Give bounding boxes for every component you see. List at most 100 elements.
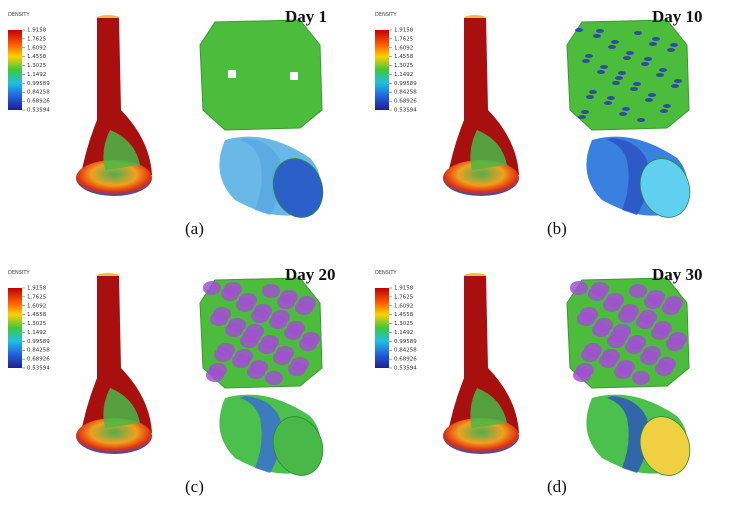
colorbar-label: 0.99589	[27, 339, 50, 345]
colorbar-label: 0.99589	[394, 339, 417, 345]
day-label: Day 1	[285, 7, 327, 26]
day-label: Day 10	[652, 7, 703, 26]
scaffold-region	[634, 31, 642, 35]
scaffold-region	[585, 54, 593, 58]
scaffold-region	[663, 104, 671, 108]
scaffold-region	[280, 290, 298, 304]
panel: DENSITY1.91581.76251.60921.45581.30251.1…	[8, 7, 331, 238]
scaffold-hole	[290, 72, 298, 80]
scaffold-region	[580, 307, 598, 321]
panel-label: (d)	[547, 477, 567, 496]
scaffold-region	[619, 112, 627, 116]
scaffold	[200, 20, 322, 130]
colorbar-label: 1.7625	[27, 294, 47, 300]
colorbar-label: 0.68926	[394, 99, 417, 105]
scaffold-region	[626, 51, 634, 55]
colorbar-label: 1.7625	[394, 36, 414, 42]
scaffold-region	[570, 281, 588, 295]
scaffold-region	[302, 332, 320, 346]
panel-label: (b)	[547, 219, 567, 238]
day-label: Day 30	[652, 265, 703, 284]
scaffold-region	[637, 118, 645, 122]
scaffold-region	[628, 335, 646, 349]
colorbar-label: 0.68926	[27, 357, 50, 363]
scaffold-region	[254, 304, 272, 318]
colorbar-label: 1.4558	[394, 54, 414, 60]
colorbar-label: 1.6092	[394, 303, 413, 309]
day-label: Day 20	[285, 265, 336, 284]
legend-title: DENSITY	[375, 12, 397, 18]
scaffold-region	[584, 343, 602, 357]
colorbar-label: 1.1492	[27, 72, 46, 78]
scaffold-region	[213, 307, 231, 321]
scaffold-region	[581, 110, 589, 114]
colorbar-label: 0.68926	[27, 99, 50, 105]
colorbar	[8, 288, 22, 368]
panel-label: (c)	[185, 477, 204, 496]
scaffold-region	[239, 293, 257, 307]
colorbar-label: 0.84258	[27, 348, 50, 354]
scaffold-region	[262, 284, 280, 298]
scaffold-region	[623, 56, 631, 60]
colorbar-label: 1.9158	[27, 28, 47, 34]
scaffold-region	[595, 318, 613, 332]
scaffold-region	[217, 343, 235, 357]
scaffold-region	[600, 65, 608, 69]
scaffold-region	[265, 371, 283, 385]
colorbar-label: 0.53594	[394, 108, 417, 114]
scaffold-region	[665, 296, 683, 310]
colorbar-label: 0.53594	[27, 108, 50, 114]
scaffold-region	[576, 363, 594, 377]
scaffold-region	[639, 310, 657, 324]
scaffold-region	[644, 57, 652, 61]
scaffold-region	[591, 282, 609, 296]
scaffold-region	[261, 335, 279, 349]
scaffold-region	[645, 98, 653, 102]
legend-title: DENSITY	[8, 12, 30, 18]
scaffold-region	[597, 70, 605, 74]
figure: DENSITY 1.9158 1.7625 1.6092 1.4558 1.3025 1.1…	[0, 0, 735, 510]
colorbar-label: 0.53594	[394, 366, 417, 372]
colorbar-label: 0.53594	[27, 366, 50, 372]
colorbar-label: 1.4558	[27, 312, 47, 318]
scaffold-region	[667, 48, 675, 52]
colorbar	[375, 30, 389, 110]
scaffold-region	[203, 281, 221, 295]
scaffold-region	[607, 96, 615, 100]
legend-title: DENSITY	[8, 270, 30, 276]
panel-label: (a)	[185, 219, 204, 238]
scaffold-region	[670, 43, 678, 47]
scaffold-region	[659, 68, 667, 72]
scaffold-region	[606, 293, 624, 307]
panel: DENSITY1.91581.76251.60921.45581.30251.1…	[8, 265, 336, 496]
scaffold-region	[649, 42, 657, 46]
scaffold-region	[615, 76, 623, 80]
scaffold-region	[272, 310, 290, 324]
colorbar-label: 1.3025	[394, 321, 414, 327]
colorbar-label: 1.1492	[394, 72, 413, 78]
colorbar-label: 1.7625	[27, 36, 47, 42]
scaffold-region	[228, 318, 246, 332]
scaffold-region	[658, 357, 676, 371]
scaffold-region	[630, 87, 638, 91]
colorbar-label: 1.1492	[394, 330, 413, 336]
scaffold-region	[586, 95, 594, 99]
scaffold-region	[596, 29, 604, 33]
scaffold-region	[632, 371, 650, 385]
scaffold-region	[246, 324, 264, 338]
scaffold-region	[235, 349, 253, 363]
colorbar-label: 0.84258	[394, 348, 417, 354]
scaffold-region	[617, 360, 635, 374]
scaffold-region	[578, 115, 586, 119]
colorbar	[8, 30, 22, 110]
colorbar-label: 0.99589	[27, 81, 50, 87]
scaffold-region	[674, 79, 682, 83]
scaffold-region	[647, 290, 665, 304]
scaffold-region	[643, 346, 661, 360]
scaffold-region	[629, 284, 647, 298]
scaffold-region	[618, 71, 626, 75]
scaffold-region	[669, 332, 687, 346]
scaffold-region	[654, 321, 672, 335]
colorbar-label: 1.7625	[394, 294, 414, 300]
scaffold-region	[641, 62, 649, 66]
